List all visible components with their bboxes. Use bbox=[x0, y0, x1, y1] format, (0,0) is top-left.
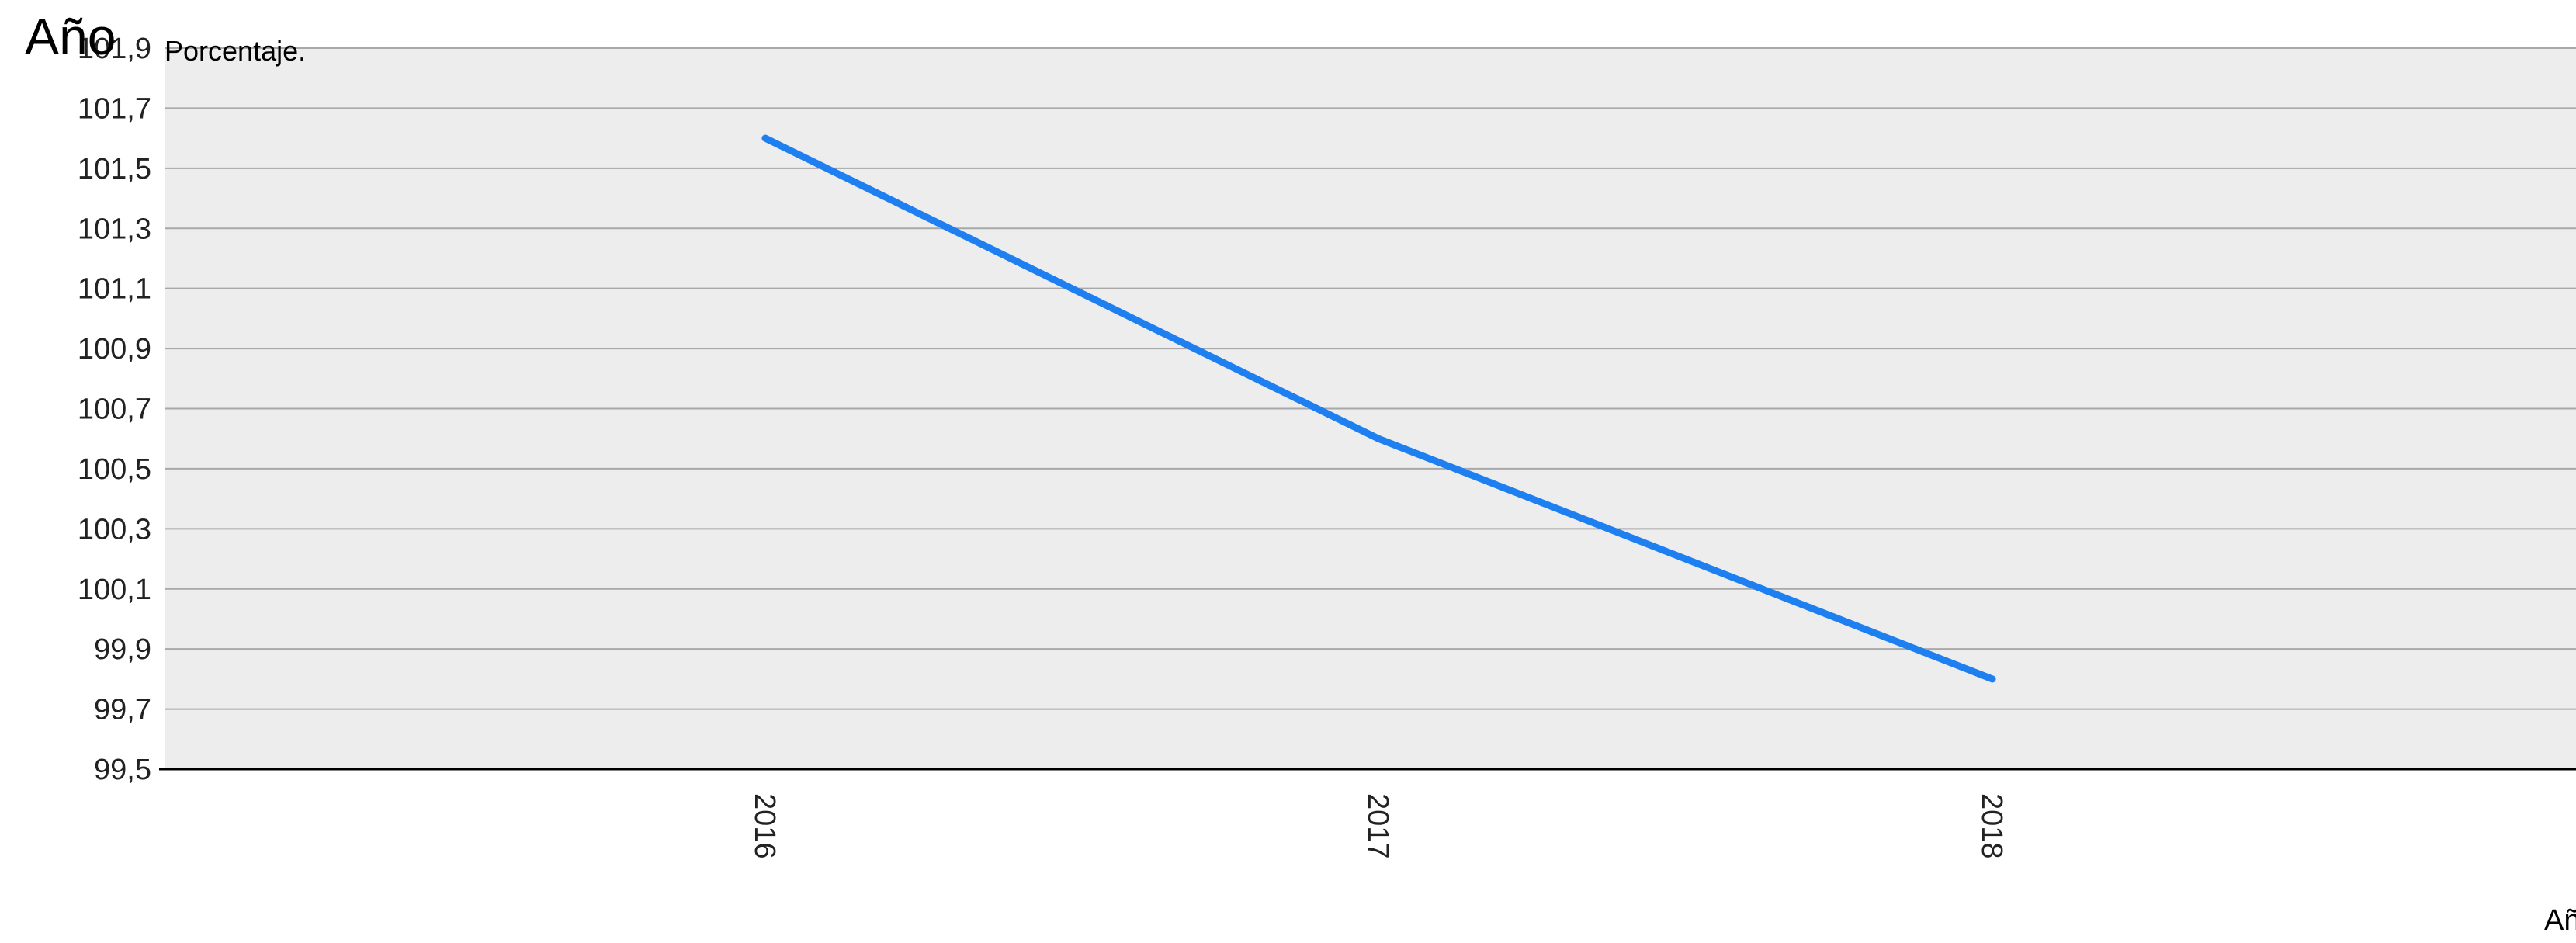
chart-title: Año bbox=[25, 8, 116, 65]
data-point bbox=[761, 134, 769, 142]
x-tick-label: 2018 bbox=[1975, 793, 2008, 859]
y-tick-label: 101,9 bbox=[78, 33, 151, 65]
data-point bbox=[1375, 435, 1382, 442]
y-axis-label: Porcentaje. bbox=[165, 35, 306, 67]
y-tick-label: 100,9 bbox=[78, 333, 151, 366]
y-tick-label: 99,5 bbox=[94, 754, 151, 786]
x-tick-label: 2016 bbox=[748, 793, 781, 859]
y-tick-label: 99,9 bbox=[94, 633, 151, 666]
y-tick-label: 100,5 bbox=[78, 453, 151, 486]
y-tick-label: 100,7 bbox=[78, 393, 151, 426]
x-tick-label: 2017 bbox=[1361, 793, 1394, 859]
y-tick-label: 101,3 bbox=[78, 213, 151, 245]
y-tick-label: 101,7 bbox=[78, 92, 151, 125]
data-point bbox=[1988, 675, 1996, 683]
y-tick-labels: 101,9 101,7 101,5 101,3 101,1 100,9 100,7 100,5… bbox=[78, 33, 151, 786]
y-tick-label: 101,5 bbox=[78, 153, 151, 185]
x-tick-labels: 2016 2017 2018 bbox=[748, 793, 2008, 859]
x-axis-label: Añ bbox=[2544, 904, 2576, 937]
y-tick-label: 99,7 bbox=[94, 694, 151, 726]
y-tick-label: 101,1 bbox=[78, 273, 151, 306]
series-points bbox=[761, 134, 1996, 683]
y-tick-label: 100,1 bbox=[78, 574, 151, 606]
y-tick-label: 100,3 bbox=[78, 513, 151, 546]
grid-lines bbox=[165, 47, 2576, 710]
